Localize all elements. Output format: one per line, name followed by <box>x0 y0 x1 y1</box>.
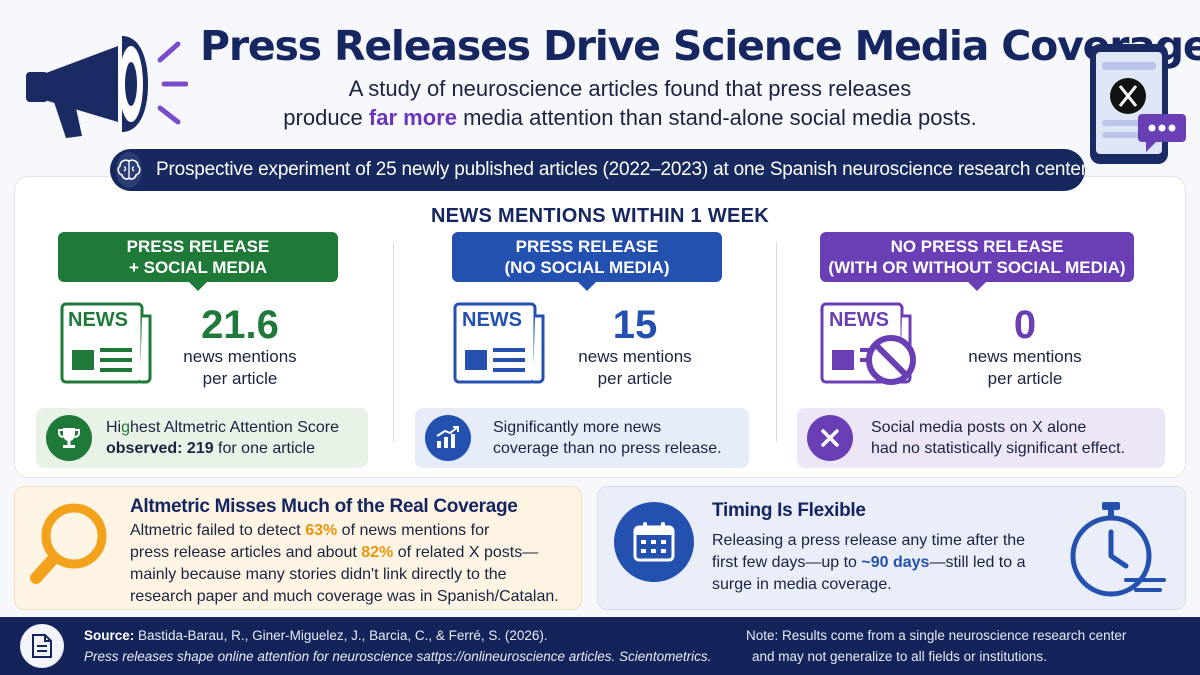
footer-source-line2: Press releases shape online attention fo… <box>84 649 712 664</box>
note-no-press-release: Social media posts on X alone had no sta… <box>797 408 1165 468</box>
study-banner-text: Prospective experiment of 25 newly publi… <box>156 159 1087 180</box>
timing-line2: first few days—up to ~90 days—still led … <box>712 552 1052 574</box>
note-line2: had no statistically significant effect. <box>871 440 1126 457</box>
column-head-no-press-release: NO PRESS RELEASE (WITH OR WITHOUT SOCIAL… <box>820 232 1134 291</box>
trophy-icon <box>46 415 92 461</box>
column-divider <box>776 242 777 442</box>
document-icon <box>20 624 64 668</box>
footer-note-line1: Note: Results come from a single neurosc… <box>746 628 1127 643</box>
column-head-line2: (NO SOCIAL MEDIA) <box>504 258 670 277</box>
stat-value-press-release-no-social: 15 <box>612 303 658 347</box>
brain-icon <box>116 152 142 188</box>
timing-line1: Releasing a press release any time after… <box>712 532 1026 549</box>
column-head-pointer <box>578 282 596 291</box>
altmetric-pct-news: 63% <box>305 522 338 539</box>
column-head-line1: PRESS RELEASE <box>126 237 270 256</box>
stat-label: news mentions per article <box>955 346 1095 390</box>
timing-highlight: ~90 days <box>861 554 930 571</box>
subtitle-line-1: A study of neuroscience articles found t… <box>348 76 912 101</box>
note-line1-highlight: g <box>121 419 131 436</box>
altmetric-line1: Altmetric failed to detect 63% of news m… <box>130 520 576 542</box>
footer-note: Note: Results come from a single neurosc… <box>746 625 1186 667</box>
footer-source-line1: Source: Bastida-Barau, R., Giner-Miguele… <box>84 625 724 646</box>
column-head-line2: (WITH OR WITHOUT SOCIAL MEDIA) <box>828 258 1126 277</box>
megaphone-icon <box>18 18 189 148</box>
altmetric-line2-pre: press release articles and about <box>130 544 362 561</box>
note-line2: observed: 219 for one article <box>106 438 339 459</box>
altmetric-card-body: Altmetric failed to detect 63% of news m… <box>130 520 576 608</box>
note-line1-pre: Hi <box>106 419 122 436</box>
footer-source: Source: Bastida-Barau, R., Giner-Miguele… <box>84 625 724 667</box>
note-text: Significantly more news coverage than no… <box>493 417 722 459</box>
stat-label: news mentions per article <box>565 346 705 390</box>
stat-label-line2: per article <box>987 369 1063 388</box>
altmetric-card-title: Altmetric Misses Much of the Real Covera… <box>130 496 518 517</box>
column-divider <box>393 242 394 442</box>
note-line1: Social media posts on X alone <box>871 419 1087 436</box>
newspaper-label: NEWS <box>68 309 128 331</box>
newspaper-icon <box>60 302 154 384</box>
note-line1: Significantly more news <box>493 419 662 436</box>
timing-card-body: Releasing a press release any time after… <box>712 530 1052 596</box>
subtitle-pre: produce <box>283 105 369 130</box>
note-press-release-social: Highest Altmetric Attention Score observ… <box>36 408 368 468</box>
chat-bubble-icon <box>1136 110 1188 154</box>
note-text: Social media posts on X alone had no sta… <box>871 417 1125 459</box>
column-head-line1: PRESS RELEASE <box>515 237 659 256</box>
stat-label-line1: news mentions <box>183 347 297 366</box>
growth-chart-icon <box>425 415 471 461</box>
altmetric-card <box>14 486 582 610</box>
note-press-release-no-social: Significantly more news coverage than no… <box>415 408 749 468</box>
footer-source-label: Source: <box>84 628 135 643</box>
altmetric-line1-post: of news mentions for <box>337 522 490 539</box>
section-title: NEWS MENTIONS WITHIN 1 WEEK <box>430 205 770 227</box>
stat-value-press-release-social: 21.6 <box>201 303 279 347</box>
newspaper-label: NEWS <box>462 309 522 331</box>
altmetric-line2-post: of related X posts— <box>393 544 539 561</box>
timing-line2-post: —still led to a <box>929 554 1026 571</box>
column-head-pointer <box>968 282 986 291</box>
stat-label-line1: news mentions <box>968 347 1082 366</box>
prohibited-icon <box>864 333 918 387</box>
stat-label: news mentions per article <box>170 346 310 390</box>
stopwatch-icon <box>1056 498 1168 602</box>
x-mark-icon <box>807 415 853 461</box>
altmetric-line3: mainly because many stories didn't link … <box>130 566 507 583</box>
column-head-press-release-social: PRESS RELEASE + SOCIAL MEDIA <box>58 232 338 291</box>
timing-line2-pre: first few days—up to <box>712 554 862 571</box>
newspaper-label: NEWS <box>829 309 889 331</box>
newspaper-icon <box>453 302 547 384</box>
altmetric-line1-pre: Altmetric failed to detect <box>130 522 306 539</box>
column-head-line1: NO PRESS RELEASE <box>890 237 1064 256</box>
page-subtitle: A study of neuroscience articles found t… <box>250 74 1010 132</box>
note-text: Highest Altmetric Attention Score observ… <box>106 417 339 459</box>
footer <box>0 617 1200 675</box>
stat-value-no-press-release: 0 <box>1013 303 1037 347</box>
footer-note-line2: and may not generalize to all fields or … <box>752 649 1047 664</box>
calendar-icon <box>614 502 694 582</box>
note-line2-post: for one article <box>213 440 315 457</box>
column-head-press-release-no-social: PRESS RELEASE (NO SOCIAL MEDIA) <box>452 232 722 291</box>
stat-label-line2: per article <box>202 369 278 388</box>
altmetric-line2: press release articles and about 82% of … <box>130 542 576 564</box>
column-head-line2: + SOCIAL MEDIA <box>128 258 268 277</box>
stat-label-line1: news mentions <box>578 347 692 366</box>
footer-source-authors: Bastida-Barau, R., Giner-Miguelez, J., B… <box>134 628 548 643</box>
note-line1-post: hest Altmetric Attention Score <box>130 419 340 436</box>
note-line1: Highest Altmetric Attention Score <box>106 417 339 438</box>
subtitle-line-2: produce far more media attention than st… <box>250 103 1010 132</box>
column-head-pointer <box>189 282 207 291</box>
subtitle-post: media attention than stand-alone social … <box>456 105 977 130</box>
magnifying-glass-icon <box>26 498 112 588</box>
timing-line3: surge in media coverage. <box>712 576 892 593</box>
altmetric-pct-x: 82% <box>361 544 394 561</box>
subtitle-highlight: far more <box>368 105 457 130</box>
altmetric-line4: research paper and much coverage was in … <box>130 588 559 605</box>
stat-label-line2: per article <box>597 369 673 388</box>
study-banner: Prospective experiment of 25 newly publi… <box>110 149 1087 191</box>
timing-card-title: Timing Is Flexible <box>712 500 866 521</box>
page-title: Press Releases Drive Science Media Cover… <box>200 22 1200 70</box>
note-line2-bold: observed: 219 <box>106 440 214 457</box>
note-line2: coverage than no press release. <box>493 440 722 457</box>
